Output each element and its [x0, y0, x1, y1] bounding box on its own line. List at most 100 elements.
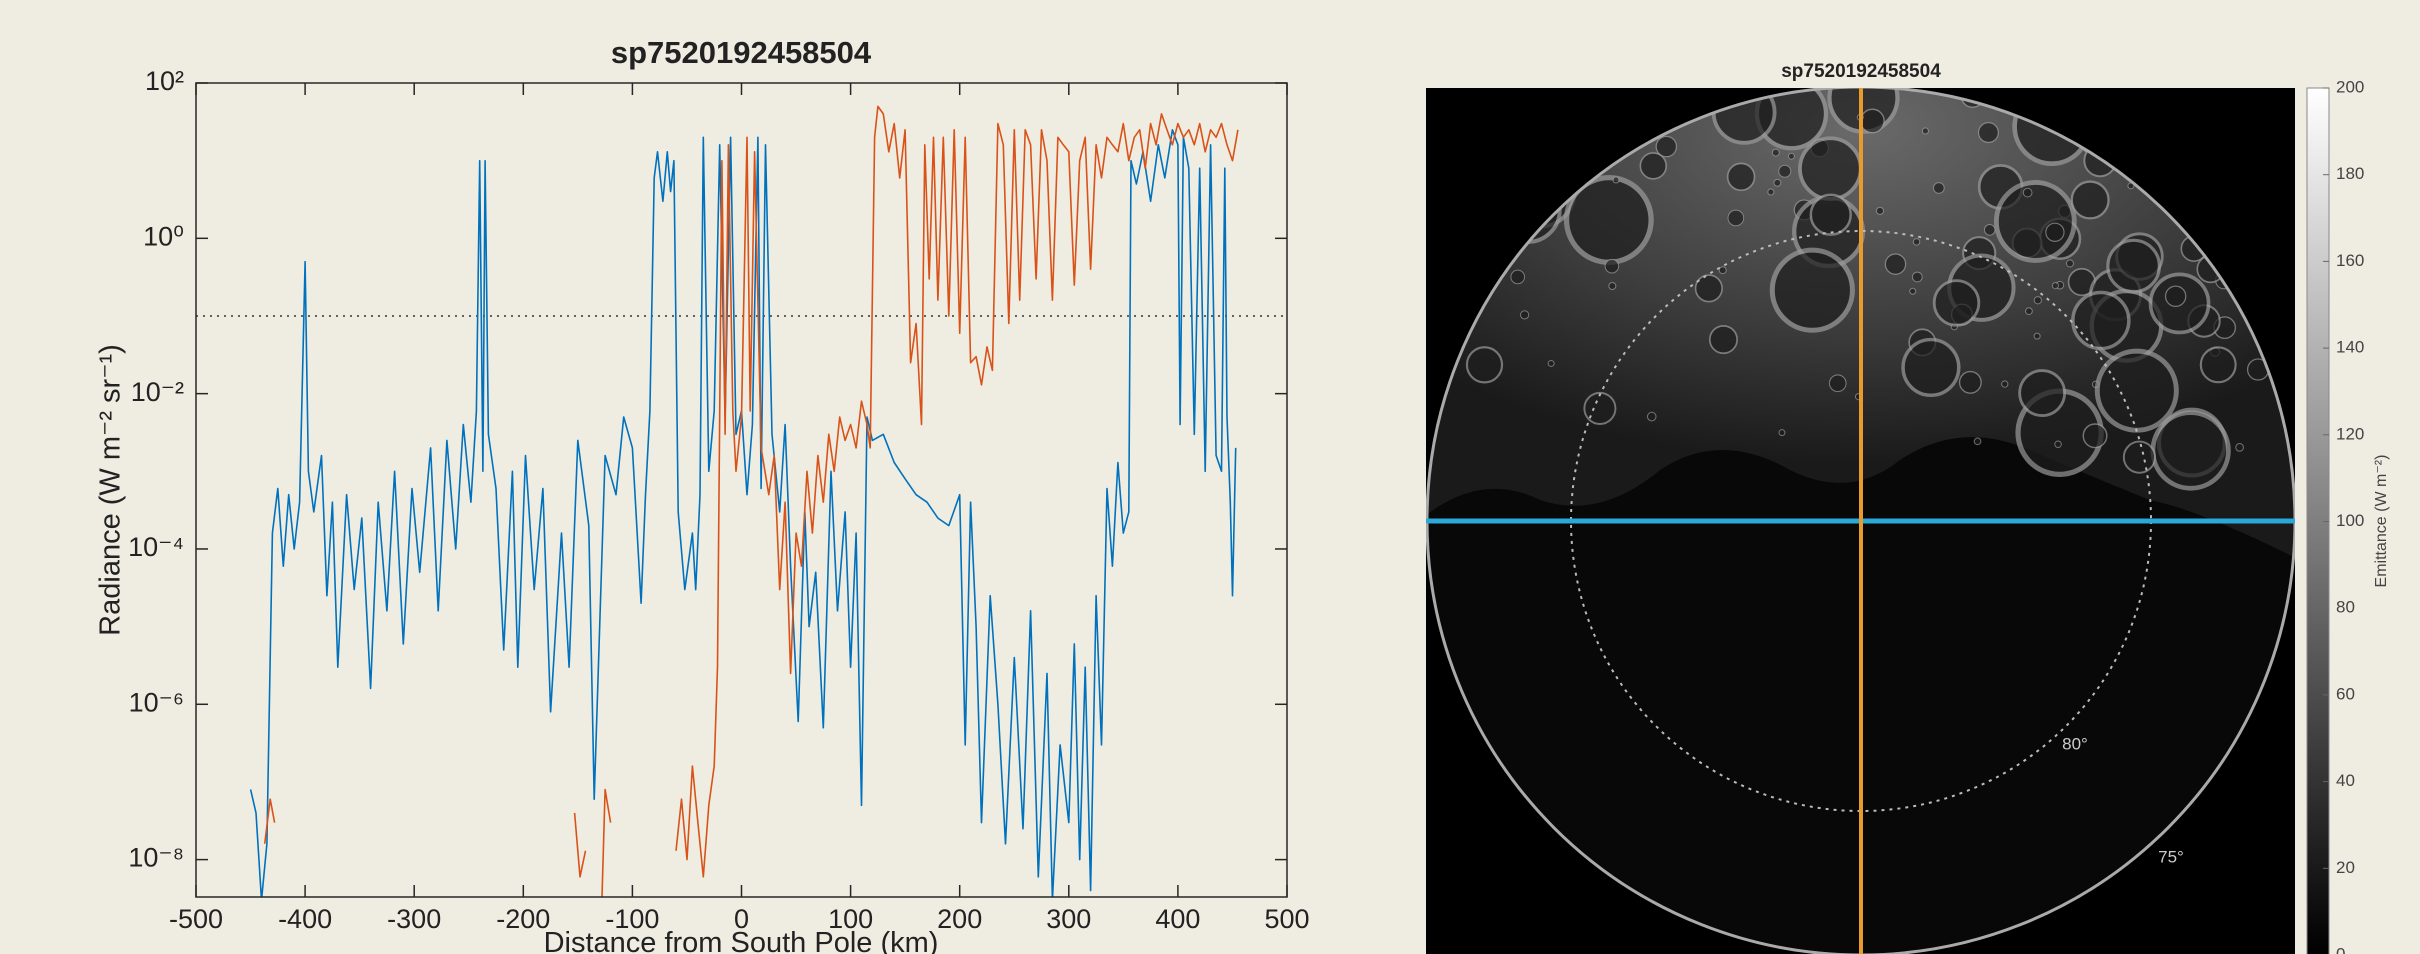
x-tick-label: -200 — [496, 904, 550, 934]
x-tick-label: 100 — [828, 904, 873, 934]
crater — [1771, 148, 1780, 157]
crater — [1932, 182, 1945, 194]
map-panel: sp7520192458504 80° 75° Emittance (W m⁻²… — [1426, 61, 2390, 954]
line-chart: sp7520192458504 Distance from South Pole… — [95, 35, 1310, 954]
x-tick-label: -100 — [605, 904, 659, 934]
crater — [1604, 258, 1620, 274]
colorbar-tick-label: 100 — [2336, 511, 2364, 530]
y-tick-label: 10⁻⁶ — [129, 687, 184, 717]
crater — [1510, 269, 1526, 285]
y-tick-label: 10⁻⁸ — [128, 843, 184, 873]
crater — [1993, 180, 2077, 263]
crater — [2094, 348, 2179, 433]
crater — [2199, 346, 2237, 384]
crater — [2122, 440, 2157, 474]
crater — [1465, 346, 1504, 384]
crater — [1708, 325, 1738, 355]
crater — [2045, 222, 2065, 242]
crater — [1884, 253, 1907, 275]
map-image: 80° 75° — [1426, 88, 2295, 954]
crater — [2164, 285, 2187, 308]
crater — [1778, 429, 1786, 437]
crater — [1583, 391, 1617, 425]
crater — [1767, 188, 1775, 196]
data-line — [263, 105, 1239, 897]
x-tick-label: 200 — [937, 904, 982, 934]
colorbar-tick-label: 140 — [2336, 338, 2364, 357]
crater — [2071, 290, 2131, 351]
crater — [1769, 247, 1855, 333]
crater — [2054, 440, 2062, 449]
colorbar-label: Emittance (W m⁻²) — [2373, 455, 2390, 588]
data-line — [249, 129, 1237, 897]
colorbar-tick-label: 120 — [2336, 424, 2364, 443]
crater — [1727, 209, 1745, 227]
crater — [1612, 176, 1620, 184]
x-tick-label: 300 — [1046, 904, 1091, 934]
crater — [2001, 380, 2009, 388]
axes-box — [195, 82, 1288, 898]
crater — [1809, 193, 1852, 236]
x-axis-label: Distance from South Pole (km) — [544, 927, 939, 954]
y-tick-label: 10⁻² — [131, 377, 184, 407]
crater — [1977, 122, 1999, 144]
crater — [1547, 359, 1555, 367]
crater — [2051, 282, 2060, 290]
crater — [1798, 136, 1863, 201]
crater — [2235, 443, 2244, 452]
crater — [1694, 274, 1723, 303]
crater — [2025, 307, 2033, 316]
crater — [1778, 164, 1792, 178]
crater — [1639, 152, 1668, 180]
crater — [1983, 224, 1996, 236]
crater — [2106, 238, 2161, 294]
crater — [2070, 180, 2110, 220]
x-tick-label: 500 — [1264, 904, 1309, 934]
y-tick-label: 10² — [145, 66, 184, 96]
crater — [1655, 135, 1678, 158]
crater — [1912, 238, 1921, 246]
colorbar-tick-label: 80 — [2336, 598, 2355, 617]
colorbar-tick-label: 60 — [2336, 684, 2355, 703]
crater — [1519, 310, 1530, 320]
crater — [1773, 178, 1782, 187]
crater — [2018, 369, 2067, 417]
crater — [2022, 187, 2033, 198]
plot-area — [196, 105, 1287, 897]
crater — [1646, 411, 1657, 422]
map-title: sp7520192458504 — [1781, 61, 1941, 82]
y-tick-label: 10⁻⁴ — [128, 532, 184, 562]
crater — [1787, 152, 1795, 160]
crater — [2150, 410, 2231, 491]
crater — [1901, 337, 1961, 398]
crater — [1726, 162, 1756, 192]
crater — [1859, 108, 1885, 134]
x-tick-label: 400 — [1155, 904, 1200, 934]
colorbar-tick-label: 0 — [2336, 944, 2345, 954]
colorbar-tick-label: 160 — [2336, 251, 2364, 270]
latitude-label: 75° — [2158, 847, 2184, 866]
crater — [1909, 287, 1917, 295]
y-axis-label: Radiance (W m⁻² sr⁻¹) — [95, 344, 127, 636]
crater — [1608, 281, 1617, 291]
crater — [1921, 127, 1929, 135]
colorbar-tick-label: 180 — [2336, 164, 2364, 183]
crater — [1973, 437, 1982, 446]
latitude-label: 80° — [2062, 734, 2088, 753]
crater — [2033, 296, 2042, 305]
crater — [1958, 370, 1982, 394]
crater — [1718, 266, 1727, 275]
crater — [1875, 206, 1885, 215]
chart-title: sp7520192458504 — [611, 35, 872, 70]
colorbar-tick-label: 20 — [2336, 858, 2355, 877]
x-tick-label: -300 — [387, 904, 441, 934]
crater — [1828, 374, 1847, 393]
colorbar-tick-label: 40 — [2336, 771, 2355, 790]
x-tick-label: -400 — [278, 904, 332, 934]
x-tick-label: 0 — [734, 904, 749, 934]
crater — [1911, 271, 1923, 283]
crater — [2082, 423, 2108, 449]
crater — [2065, 259, 2075, 268]
